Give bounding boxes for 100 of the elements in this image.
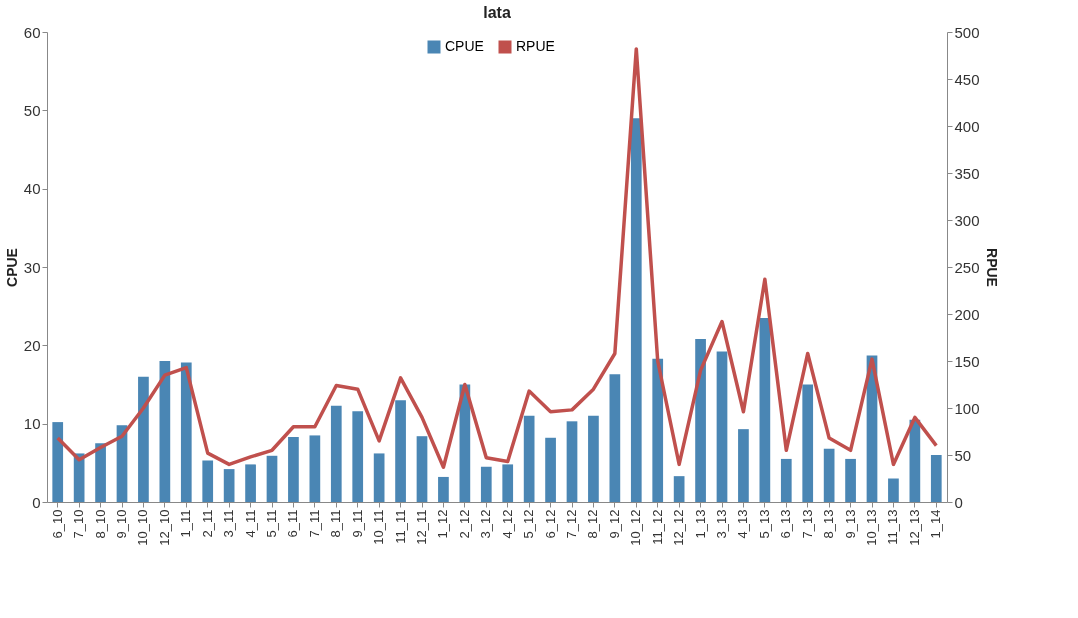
x-tick-label: 1_12 xyxy=(435,509,451,539)
y-tick-label: 30 xyxy=(23,258,41,276)
x-tick-label: 5_11 xyxy=(264,509,279,538)
bar xyxy=(759,317,771,502)
bar xyxy=(138,376,149,502)
x-tick-label: 3_11 xyxy=(221,509,237,538)
x-tick-label: 7_13 xyxy=(799,509,815,539)
x-tick-label: 6_12 xyxy=(542,509,558,539)
y-tick-label: 10 xyxy=(23,415,41,433)
y-tick-label: 0 xyxy=(32,493,41,511)
y2-axis-title: RPUE xyxy=(983,248,1000,287)
x-tick-label: 10_13 xyxy=(864,509,879,546)
bar xyxy=(73,453,85,502)
x-tick-label: 3_13 xyxy=(714,509,729,539)
x-tick-label: 12_13 xyxy=(906,509,922,546)
x-tick-label: 11_11 xyxy=(392,509,408,544)
bar xyxy=(695,339,706,502)
bar xyxy=(95,443,106,502)
x-tick-label: 1_14 xyxy=(928,509,944,539)
y-tick-label: 20 xyxy=(23,336,41,354)
x-tick-label: 11_12 xyxy=(649,509,665,545)
bar xyxy=(609,374,621,502)
y2-tick-label: 300 xyxy=(954,211,980,229)
legend-label: CPUE xyxy=(445,38,484,54)
x-tick-label: 8_12 xyxy=(585,509,601,539)
y-tick-label: 50 xyxy=(23,101,41,119)
x-tick-label: 9_11 xyxy=(349,509,365,538)
bar xyxy=(502,464,514,502)
x-tick-label: 12_10 xyxy=(156,509,172,546)
x-tick-label: 1_11 xyxy=(178,509,194,538)
bar xyxy=(266,455,278,502)
x-tick-label: 6_13 xyxy=(778,509,794,539)
x-tick-label: 4_13 xyxy=(735,509,751,539)
y-axis-title: CPUE xyxy=(3,248,20,287)
bar xyxy=(416,436,428,502)
x-tick-label: 2_11 xyxy=(199,509,215,538)
bar xyxy=(180,362,192,502)
bar xyxy=(566,421,578,502)
x-tick-label: 7_12 xyxy=(564,509,579,539)
y2-tick-label: 350 xyxy=(954,164,980,182)
bar xyxy=(245,464,256,502)
bar xyxy=(845,458,856,502)
bar xyxy=(652,358,664,502)
x-tick-label: 10_10 xyxy=(135,509,151,546)
x-tick-label: 10_12 xyxy=(628,509,644,546)
bar xyxy=(223,469,235,502)
y2-tick-label: 450 xyxy=(954,70,980,88)
bar xyxy=(202,460,214,502)
bar xyxy=(288,436,299,502)
x-tick-label: 1_13 xyxy=(692,509,708,539)
bar xyxy=(738,429,749,502)
chart-title: lata xyxy=(483,4,511,21)
bar xyxy=(780,458,792,502)
bar xyxy=(673,476,685,502)
bar xyxy=(480,466,492,502)
y2-tick-label: 150 xyxy=(954,352,980,370)
x-tick-label: 2_12 xyxy=(456,509,472,539)
x-tick-label: 8_10 xyxy=(92,509,108,539)
y2-tick-label: 50 xyxy=(954,446,972,464)
x-tick-label: 7_11 xyxy=(306,509,322,538)
y2-tick-label: 200 xyxy=(954,305,980,323)
bar xyxy=(330,405,342,502)
bar xyxy=(630,118,642,502)
x-tick-label: 11_13 xyxy=(885,509,901,545)
y2-tick-label: 0 xyxy=(954,493,963,511)
x-tick-label: 8_13 xyxy=(821,509,837,539)
y2-tick-label: 100 xyxy=(954,399,980,417)
x-tick-label: 5_13 xyxy=(756,509,772,539)
bar xyxy=(545,437,556,502)
bar xyxy=(523,415,535,502)
x-tick-label: 9_10 xyxy=(114,509,129,539)
bar xyxy=(309,435,321,502)
bar xyxy=(588,415,599,502)
y2-tick-label: 250 xyxy=(954,258,980,276)
y2-tick-label: 400 xyxy=(954,117,980,135)
bar xyxy=(802,384,814,502)
bar xyxy=(159,361,171,502)
x-tick-label: 10_11 xyxy=(371,509,387,545)
x-tick-label: 9_13 xyxy=(842,509,858,539)
bar xyxy=(395,400,406,502)
bar xyxy=(888,478,899,502)
x-tick-label: 3_12 xyxy=(478,509,494,539)
y-tick-label: 40 xyxy=(23,180,41,198)
bar xyxy=(930,455,942,502)
x-tick-label: 12_11 xyxy=(414,509,429,545)
x-tick-label: 6_11 xyxy=(285,509,301,538)
bar xyxy=(438,476,449,502)
bar xyxy=(52,422,64,502)
bar xyxy=(823,448,835,502)
x-tick-label: 6_10 xyxy=(49,509,65,539)
x-tick-label: 12_12 xyxy=(671,509,687,546)
bar xyxy=(716,351,728,502)
x-tick-label: 4_11 xyxy=(242,509,258,538)
x-tick-label: 7_10 xyxy=(71,509,87,539)
legend-label: RPUE xyxy=(516,38,555,54)
x-tick-label: 4_12 xyxy=(499,509,515,539)
x-tick-label: 8_11 xyxy=(328,509,344,538)
bar xyxy=(352,411,364,502)
y2-tick-label: 500 xyxy=(954,23,980,41)
x-tick-label: 5_12 xyxy=(521,509,537,539)
